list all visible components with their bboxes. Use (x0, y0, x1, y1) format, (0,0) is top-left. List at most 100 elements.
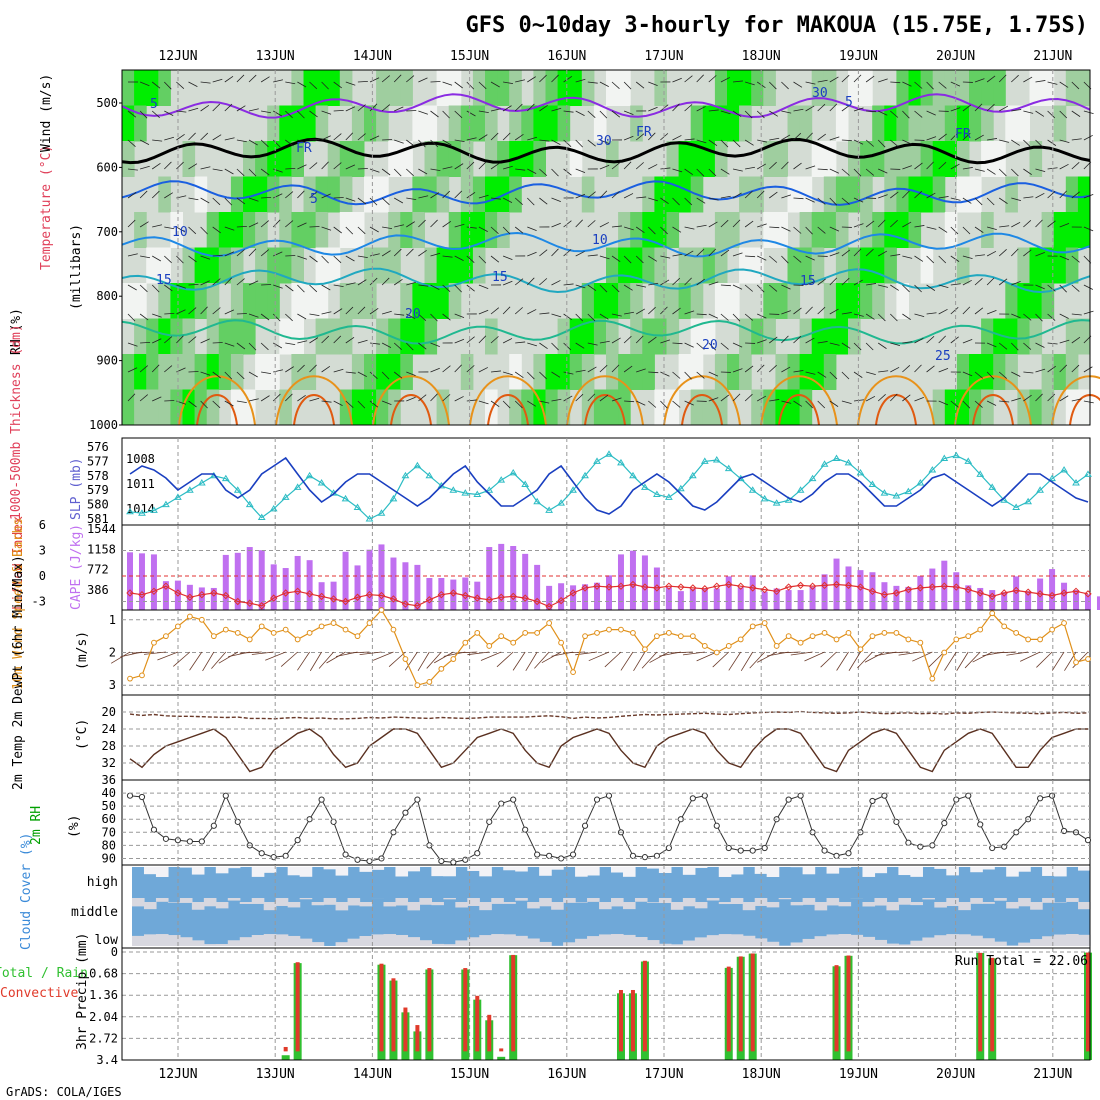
top-day-labels: 12JUN 13JUN 14JUN 15JUN 16JUN 17JUN 18JUN 19JUN… (158, 49, 1072, 64)
rh-cell (606, 247, 619, 284)
wind-barb (200, 166, 211, 170)
wind-barb (430, 367, 440, 373)
li-point (413, 602, 422, 610)
li-point (892, 589, 901, 597)
wind-barb (708, 313, 719, 319)
cloud-high-gap (862, 867, 876, 877)
rh2m-tick: 90 (102, 851, 116, 865)
wind10-point (713, 649, 720, 656)
wind-barb (127, 168, 138, 171)
wind-barb (285, 110, 293, 119)
wind-barb (551, 342, 559, 351)
wind10-tick: 1 (109, 613, 116, 627)
wind-barb (539, 312, 550, 315)
wind-barb (1023, 139, 1031, 148)
rh-cell (581, 283, 595, 319)
rh-cell (606, 318, 619, 355)
wind-barb (986, 342, 997, 348)
li-point (1048, 591, 1056, 600)
wind10-barb (157, 651, 179, 661)
wind-barb (781, 110, 792, 114)
wind-barb (575, 78, 586, 83)
wind-barb (877, 313, 886, 322)
thickness-point (281, 493, 290, 500)
wind-barb (998, 74, 1007, 83)
wind-barb (200, 197, 210, 204)
rh-cell (400, 70, 413, 106)
wind-barb (781, 134, 791, 141)
thickness-point (988, 483, 997, 490)
wind-barb (599, 222, 609, 228)
rh-cell (267, 141, 280, 177)
wind-barb (430, 342, 440, 348)
rh-cell (243, 141, 256, 177)
wind-barb (769, 364, 777, 373)
rh-cell (521, 105, 534, 142)
wind-barb (502, 105, 512, 112)
wind-barb (369, 226, 379, 233)
precip-tick: 0 (111, 945, 118, 959)
cloud-low-gap (874, 939, 888, 946)
cape-bar (270, 564, 277, 610)
rh-cell (364, 283, 377, 319)
wind-barb (200, 400, 208, 409)
wind-barb (502, 400, 511, 409)
cape-bar (905, 586, 912, 610)
wind-barb (781, 255, 789, 264)
pressure-label: (millibars) (69, 224, 84, 310)
cloud-low-gap (383, 934, 397, 946)
wind-barb (575, 369, 586, 373)
rh-cell (545, 389, 559, 426)
cape-bar (797, 590, 804, 610)
li-point (437, 590, 446, 599)
wind-barb (514, 400, 523, 409)
wind-barb (684, 400, 694, 406)
wind-barb (902, 190, 910, 199)
rh2m-point (725, 844, 732, 852)
wind-barb (878, 370, 889, 373)
thickness-point (293, 483, 302, 490)
rh-cell (351, 283, 365, 319)
rh-cell (158, 389, 171, 426)
cape-bar (366, 549, 373, 610)
day-label-bottom: 14JUN (353, 1067, 392, 1082)
rh-cell (267, 283, 280, 319)
cloud-mid-gap (790, 902, 804, 906)
wind-barb (406, 248, 414, 257)
wind-barb (345, 255, 355, 262)
wind-barb (781, 81, 789, 90)
pressure-tick: 500 (96, 96, 118, 110)
wind-barb (1011, 313, 1021, 319)
precip-conv-bar (978, 952, 983, 1052)
wind-barb (660, 339, 671, 344)
wind-barb (502, 226, 511, 235)
wind-barb (611, 255, 621, 263)
wind-barb (672, 103, 680, 112)
wind10-point (534, 629, 541, 636)
wind-barb (514, 278, 524, 286)
cape-bar (306, 560, 313, 610)
wind-barb (805, 226, 813, 235)
wind-barb (757, 139, 768, 143)
cloud-low-gap (850, 934, 864, 946)
wind-barb (902, 165, 912, 170)
rh-cell (811, 212, 825, 248)
thickness-point (509, 468, 518, 476)
cape-bar (378, 544, 385, 610)
wind-barb (466, 365, 475, 373)
day-label-top: 20JUN (936, 49, 975, 64)
cloud-high-gap (575, 867, 588, 877)
wind-barb (805, 132, 813, 141)
wind10-point (1073, 659, 1079, 666)
rh-cell (751, 70, 764, 106)
wind-barb (127, 393, 136, 402)
wind-barb (418, 313, 427, 321)
rh-cell (436, 389, 450, 426)
wind-barb (236, 342, 246, 350)
cloud-mid-gap (179, 898, 193, 903)
cloud-low-gap (431, 943, 444, 946)
wind10-point (989, 610, 996, 617)
wind10-barb (563, 651, 586, 654)
cloud-low-gap (287, 935, 301, 946)
wind10-point (965, 633, 972, 640)
